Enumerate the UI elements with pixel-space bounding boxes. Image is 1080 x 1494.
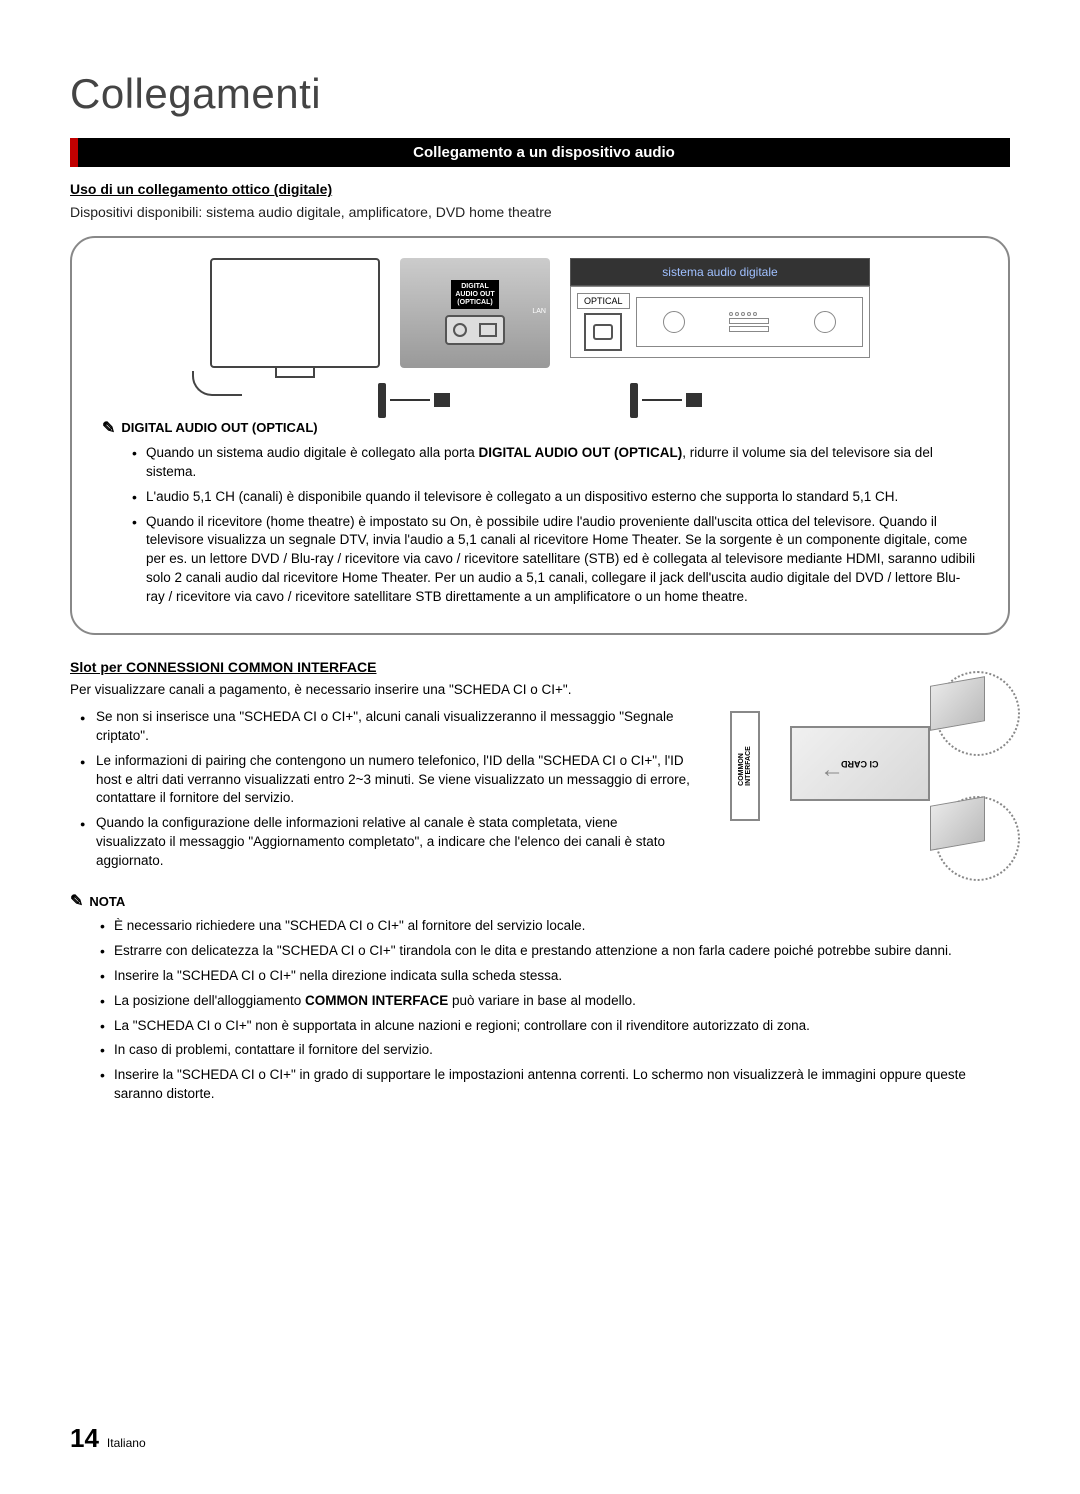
digital-audio-bullet-list: Quando un sistema audio digitale è colle… (102, 444, 978, 607)
list-item: Se non si inserisce una "SCHEDA CI o CI+… (80, 708, 690, 746)
list-item: Quando la configurazione delle informazi… (80, 814, 690, 871)
page-footer: 14 Italiano (70, 1423, 146, 1454)
lan-label: LAN (532, 308, 546, 315)
ci-intro: Per visualizzare canali a pagamento, è n… (70, 681, 690, 700)
nota-heading-text: NOTA (89, 894, 125, 909)
note-icon: ✎ (70, 891, 83, 911)
list-item: Estrarre con delicatezza la "SCHEDA CI o… (100, 942, 1010, 961)
digital-audio-heading: ✎ DIGITAL AUDIO OUT (OPTICAL) (102, 418, 978, 438)
ci-bullet-list: Se non si inserisce una "SCHEDA CI o CI+… (70, 708, 690, 871)
optical-diagram-box: DIGITAL AUDIO OUT (OPTICAL) LAN sistema … (70, 236, 1010, 635)
page-number: 14 (70, 1423, 99, 1454)
nota-bullet-list: È necessario richiedere una "SCHEDA CI o… (70, 917, 1010, 1104)
tv-illustration (210, 258, 380, 368)
list-item: In caso di problemi, contattare il forni… (100, 1041, 1010, 1060)
list-item: Le informazioni di pairing che contengon… (80, 752, 690, 809)
list-item: La posizione dell'alloggiamento COMMON I… (100, 992, 1010, 1011)
audio-system-illustration: sistema audio digitale OPTICAL (570, 258, 870, 358)
note-icon: ✎ (102, 418, 115, 438)
ci-card: CI CARD (790, 726, 930, 801)
list-item: È necessario richiedere una "SCHEDA CI o… (100, 917, 1010, 936)
optical-label: OPTICAL (577, 293, 630, 309)
digital-audio-heading-text: DIGITAL AUDIO OUT (OPTICAL) (121, 420, 317, 435)
ci-diagram: COMMON INTERFACE CI CARD ← (710, 681, 1010, 871)
audio-system-title: sistema audio digitale (570, 258, 870, 286)
subsection-optical-title: Uso di un collegamento ottico (digitale) (70, 181, 1010, 197)
section-header: Collegamento a un dispositivo audio (70, 138, 1010, 167)
list-item: Quando il ricevitore (home theatre) è im… (132, 513, 978, 607)
list-item: Inserire la "SCHEDA CI o CI+" in grado d… (100, 1066, 1010, 1104)
list-item: La "SCHEDA CI o CI+" non è supportata in… (100, 1017, 1010, 1036)
page-language: Italiano (107, 1436, 146, 1450)
list-item: Quando un sistema audio digitale è colle… (132, 444, 978, 482)
subsection-optical-body: Dispositivi disponibili: sistema audio d… (70, 203, 1010, 222)
panel-label: DIGITAL AUDIO OUT (OPTICAL) (451, 280, 498, 309)
ci-slot: COMMON INTERFACE (730, 711, 760, 821)
list-item: Inserire la "SCHEDA CI o CI+" nella dire… (100, 967, 1010, 986)
list-item: L'audio 5,1 CH (canali) è disponibile qu… (132, 488, 978, 507)
arrow-icon: ← (820, 756, 844, 784)
page-title: Collegamenti (70, 70, 1010, 118)
nota-heading: ✎ NOTA (70, 891, 1010, 911)
ci-title: Slot per CONNESSIONI COMMON INTERFACE (70, 659, 1010, 675)
back-panel-illustration: DIGITAL AUDIO OUT (OPTICAL) LAN (400, 258, 550, 368)
